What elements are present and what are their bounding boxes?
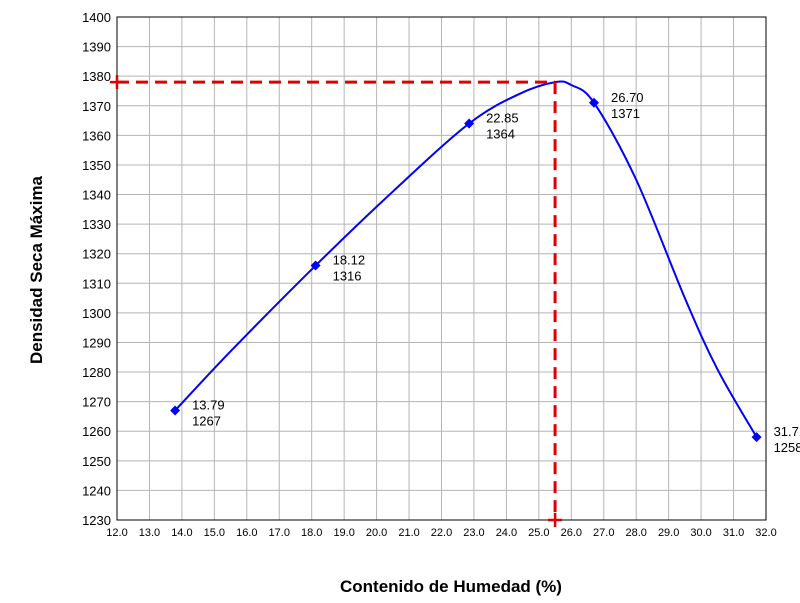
- y-tick-label: 1400: [82, 10, 111, 25]
- x-axis-title: Contenido de Humedad (%): [340, 577, 562, 596]
- y-tick-label: 1380: [82, 69, 111, 84]
- data-label-moisture: 13.79: [192, 398, 225, 413]
- y-tick-label: 1340: [82, 188, 111, 203]
- x-axis-ticks: 12.0 13.0 14.0 15.0 16.0 17.0 18.0 19.0 20.0 21.0…: [106, 527, 776, 539]
- reference-marker-y-axis: [110, 75, 124, 90]
- data-label-density: 1258: [774, 440, 800, 455]
- data-label-density: 1371: [611, 106, 640, 121]
- data-label-moisture: 26.70: [611, 90, 644, 105]
- fitted-curve-layer: [174, 80, 758, 438]
- x-tick-label: 20.0: [366, 527, 387, 539]
- x-tick-label: 28.0: [625, 527, 646, 539]
- data-point-marker: [310, 260, 321, 271]
- data-point-marker: [751, 432, 762, 443]
- fitted-curve-line: [174, 80, 758, 438]
- x-tick-label: 25.0: [528, 527, 549, 539]
- x-tick-label: 16.0: [236, 527, 257, 539]
- x-tick-label: 22.0: [431, 527, 452, 539]
- x-tick-label: 23.0: [463, 527, 484, 539]
- y-tick-label: 1280: [82, 365, 111, 380]
- data-label-moisture: 22.85: [486, 111, 519, 126]
- data-label-density: 1267: [192, 414, 221, 429]
- y-tick-label: 1260: [82, 424, 111, 439]
- x-tick-label: 21.0: [398, 527, 419, 539]
- x-tick-label: 13.0: [139, 527, 160, 539]
- reference-lines: [110, 75, 563, 527]
- y-axis-ticks: 1230 1240 1250 1260 1270 1280 1290 1300 1310 1320…: [82, 10, 111, 528]
- y-tick-label: 1330: [82, 217, 111, 232]
- x-tick-label: 30.0: [690, 527, 711, 539]
- plot-frame: [116, 16, 767, 521]
- data-label-density: 1316: [333, 269, 362, 284]
- y-tick-label: 1370: [82, 99, 111, 114]
- grid: [116, 16, 767, 521]
- x-tick-label: 24.0: [496, 527, 517, 539]
- x-tick-label: 32.0: [755, 527, 776, 539]
- y-tick-label: 1390: [82, 40, 111, 55]
- y-tick-label: 1230: [82, 513, 111, 528]
- data-point-marker: [589, 97, 600, 108]
- x-tick-label: 17.0: [269, 527, 290, 539]
- y-tick-label: 1310: [82, 276, 111, 291]
- data-point-marker: [464, 118, 475, 129]
- x-tick-label: 27.0: [593, 527, 614, 539]
- data-points: [170, 97, 762, 443]
- y-axis-title: Densidad Seca Máxima: [27, 175, 46, 364]
- x-tick-label: 31.0: [723, 527, 744, 539]
- data-label-moisture: 18.12: [333, 253, 366, 268]
- x-tick-label: 29.0: [658, 527, 679, 539]
- y-tick-label: 1290: [82, 335, 111, 350]
- y-tick-label: 1350: [82, 158, 111, 173]
- y-tick-label: 1250: [82, 454, 111, 469]
- y-tick-label: 1300: [82, 306, 111, 321]
- x-tick-label: 18.0: [301, 527, 322, 539]
- x-tick-label: 15.0: [204, 527, 225, 539]
- data-point-marker: [170, 405, 181, 416]
- reference-marker-x-axis: [548, 513, 563, 527]
- data-label-moisture: 31.71: [774, 424, 800, 439]
- x-tick-label: 26.0: [561, 527, 582, 539]
- y-tick-label: 1240: [82, 483, 111, 498]
- y-tick-label: 1270: [82, 395, 111, 410]
- y-tick-label: 1360: [82, 128, 111, 143]
- x-tick-label: 19.0: [333, 527, 354, 539]
- data-label-density: 1364: [486, 127, 515, 142]
- x-tick-label: 14.0: [171, 527, 192, 539]
- x-tick-label: 12.0: [106, 527, 127, 539]
- y-tick-label: 1320: [82, 247, 111, 262]
